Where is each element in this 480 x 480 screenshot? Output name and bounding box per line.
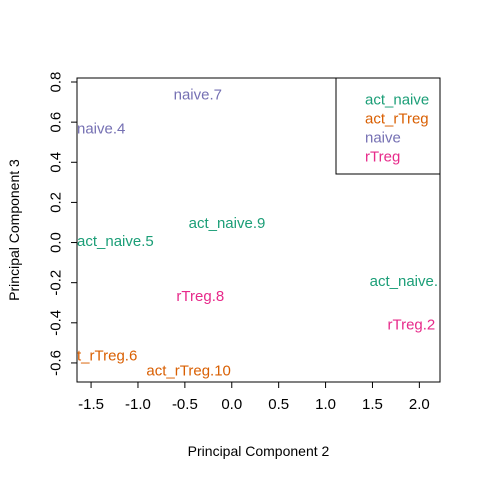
y-tick-label: -0.2 bbox=[48, 270, 65, 296]
y-axis: -0.6 -0.4 -0.2 0.0 0.2 0.4 0.6 0.8 bbox=[48, 72, 77, 376]
legend-entry: naive bbox=[365, 130, 401, 147]
x-tick-label: 0.5 bbox=[268, 396, 289, 413]
y-tick-label: 0.4 bbox=[48, 152, 65, 173]
legend-box bbox=[335, 77, 441, 175]
point-label: naive.4 bbox=[77, 121, 125, 138]
point-label: rTreg.8 bbox=[176, 288, 224, 305]
y-tick-label: 0.8 bbox=[48, 72, 65, 93]
y-tick-label: 0.0 bbox=[48, 232, 65, 253]
point-label: act_naive.9 bbox=[189, 215, 266, 232]
x-axis: -1.5 -1.0 -0.5 0.0 0.5 1.0 1.5 2.0 bbox=[78, 382, 430, 413]
x-tick-label: 2.0 bbox=[409, 396, 430, 413]
y-tick-label: 0.2 bbox=[48, 192, 65, 213]
y-tick-label: -0.6 bbox=[48, 350, 65, 376]
y-axis-title: Principal Component 3 bbox=[6, 159, 22, 301]
x-tick-label: 1.5 bbox=[362, 396, 383, 413]
x-tick-label: -0.5 bbox=[172, 396, 198, 413]
point-label: rTreg.2 bbox=[387, 316, 435, 333]
y-tick-label: -0.4 bbox=[48, 310, 65, 336]
plot-box bbox=[76, 77, 441, 383]
x-axis-title: Principal Component 2 bbox=[188, 443, 330, 459]
point-labels: naive.7 naive.4 act_naive.9 act_naive.5 act_… bbox=[77, 87, 438, 380]
x-tick-label: -1.5 bbox=[78, 396, 104, 413]
point-label: act_rTreg.10 bbox=[146, 362, 231, 379]
y-tick-label: 0.6 bbox=[48, 112, 65, 133]
legend-entry: act_rTreg bbox=[365, 111, 429, 128]
legend-entry: act_naive bbox=[365, 92, 429, 109]
point-label: t_rTreg.6 bbox=[77, 347, 137, 364]
x-tick-label: 0.0 bbox=[221, 396, 242, 413]
point-label: naive.7 bbox=[174, 87, 222, 104]
x-tick-label: -1.0 bbox=[125, 396, 151, 413]
x-tick-label: 1.0 bbox=[315, 396, 336, 413]
point-label: act_naive.5 bbox=[77, 233, 154, 250]
legend-entry: rTreg bbox=[365, 149, 400, 166]
point-label: act_naive. bbox=[370, 273, 438, 290]
